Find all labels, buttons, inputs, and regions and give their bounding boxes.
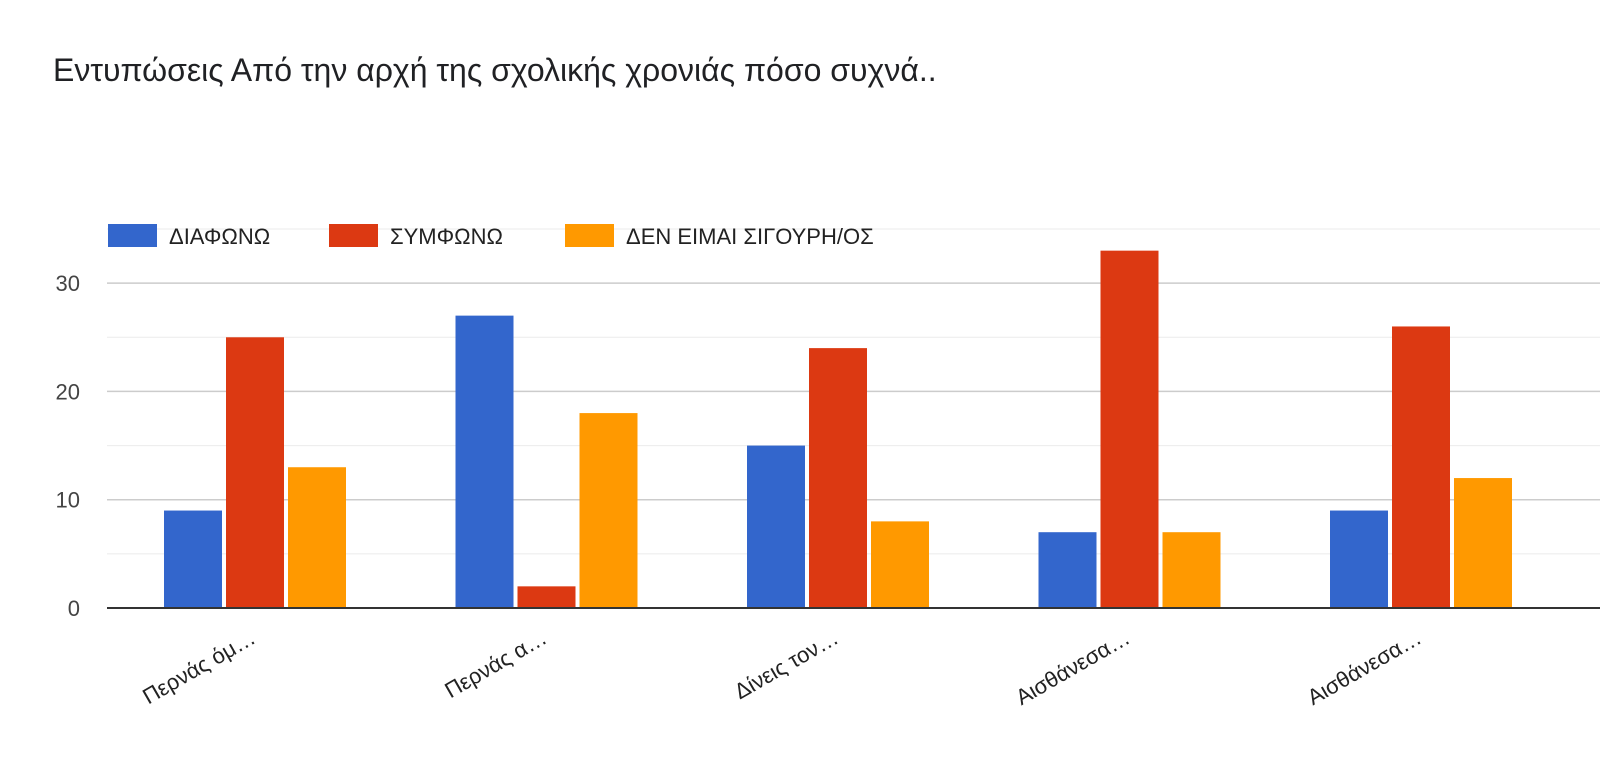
bar-3-5 bbox=[1454, 478, 1512, 608]
bar-3-2 bbox=[579, 413, 638, 608]
y-tick-label: 20 bbox=[56, 379, 80, 404]
bar-3-1 bbox=[288, 467, 346, 608]
bar-1-2 bbox=[455, 315, 514, 608]
x-axis-ticks: Περνάς όμ… Περνάς α… Δίνεις τον… Αισθάνεσα…… bbox=[138, 625, 1425, 710]
y-tick-label: 10 bbox=[56, 488, 80, 513]
bar-3-3 bbox=[871, 521, 929, 608]
bar-1-3 bbox=[747, 445, 805, 608]
y-axis-ticks: 0 10 20 30 bbox=[56, 271, 80, 621]
legend-swatch bbox=[329, 224, 378, 247]
bar-2-5 bbox=[1392, 326, 1450, 608]
bar-3-4 bbox=[1162, 532, 1221, 608]
x-tick-label: Αισθάνεσα… bbox=[1303, 625, 1426, 710]
bar-1-4 bbox=[1038, 532, 1097, 608]
x-tick-label: Δίνεις τον… bbox=[730, 625, 843, 704]
x-tick-label: Αισθάνεσα… bbox=[1011, 625, 1134, 710]
x-tick-label: Περνάς α… bbox=[440, 625, 551, 703]
legend-label: ΔΙΑΦΩΝΩ bbox=[169, 224, 270, 249]
legend[interactable]: ΔΙΑΦΩΝΩ ΣΥΜΦΩΝΩ ΔΕΝ ΕΙΜΑΙ ΣΙΓΟΥΡΗ/ΟΣ bbox=[108, 224, 874, 249]
legend-swatch bbox=[108, 224, 157, 247]
chart-title: Εντυπώσεις Από την αρχή της σχολικής χρο… bbox=[53, 52, 937, 88]
legend-label: ΔΕΝ ΕΙΜΑΙ ΣΙΓΟΥΡΗ/ΟΣ bbox=[626, 224, 874, 249]
bar-1-1 bbox=[164, 510, 222, 608]
bar-2-1 bbox=[226, 337, 284, 608]
bar-1-5 bbox=[1330, 510, 1388, 608]
legend-label: ΣΥΜΦΩΝΩ bbox=[390, 224, 503, 249]
x-tick-label: Περνάς όμ… bbox=[138, 625, 259, 709]
bars bbox=[164, 250, 1512, 608]
y-tick-label: 30 bbox=[56, 271, 80, 296]
bar-2-4 bbox=[1100, 250, 1159, 608]
legend-swatch bbox=[565, 224, 614, 247]
bar-2-3 bbox=[809, 348, 867, 608]
y-tick-label: 0 bbox=[68, 596, 80, 621]
bar-2-2 bbox=[517, 586, 576, 608]
